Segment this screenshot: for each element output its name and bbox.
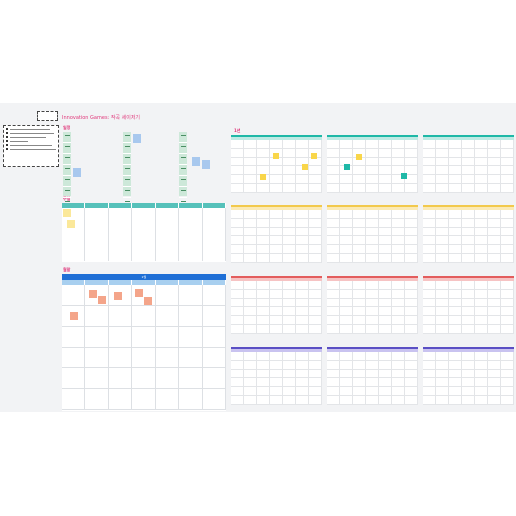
sticky-note[interactable] — [192, 157, 200, 166]
instruction-line — [6, 140, 58, 142]
month-calendar[interactable] — [423, 205, 514, 263]
month-calendar[interactable] — [327, 347, 418, 405]
instructions-card[interactable] — [3, 125, 59, 167]
sticky-note[interactable] — [311, 153, 317, 159]
instruction-line — [6, 132, 58, 134]
sticky-note[interactable] — [67, 220, 75, 228]
sticky-note[interactable] — [135, 289, 143, 297]
section-label-daily: 주일 — [63, 196, 71, 201]
month-calendar[interactable] — [423, 276, 514, 334]
sticky-note[interactable] — [89, 290, 97, 298]
month-calendar[interactable] — [231, 347, 322, 405]
instruction-line — [6, 136, 58, 138]
sticky-note[interactable] — [63, 209, 71, 217]
month-calendar[interactable] — [231, 276, 322, 334]
instruction-line — [6, 148, 58, 150]
weekly-column[interactable] — [63, 132, 71, 220]
instruction-line — [6, 128, 58, 130]
month-calendar[interactable] — [327, 205, 418, 263]
sticky-note[interactable] — [202, 160, 210, 169]
month-calendar[interactable] — [423, 135, 514, 193]
month-calendar[interactable] — [327, 135, 418, 193]
weekly-column[interactable] — [179, 132, 187, 220]
sticky-note[interactable] — [98, 296, 106, 304]
month-calendar[interactable] — [423, 347, 514, 405]
sticky-note[interactable] — [401, 173, 407, 179]
sticky-note[interactable] — [273, 153, 279, 159]
weekly-column[interactable] — [123, 132, 131, 220]
month-header: 2월 — [62, 274, 226, 280]
sticky-note[interactable] — [133, 134, 141, 143]
monthly-calendar[interactable]: 2월 — [62, 274, 226, 411]
daily-board[interactable] — [62, 203, 226, 262]
section-label-yearly: 1년 — [234, 128, 241, 133]
sticky-note[interactable] — [73, 168, 81, 177]
month-calendar[interactable] — [231, 205, 322, 263]
sticky-note[interactable] — [70, 312, 78, 320]
section-label-monthly: 월말 — [63, 267, 71, 272]
sticky-note[interactable] — [356, 154, 362, 160]
board-title: Innovation Games: 작곡 세이저기 — [62, 115, 141, 121]
month-calendar[interactable] — [327, 276, 418, 334]
section-label-weekly: 일정 — [63, 125, 71, 130]
sticky-note[interactable] — [260, 174, 266, 180]
sticky-note[interactable] — [114, 292, 122, 300]
month-calendar[interactable] — [231, 135, 322, 193]
small-note-card[interactable] — [37, 111, 58, 121]
sticky-note[interactable] — [144, 297, 152, 305]
sticky-note[interactable] — [302, 164, 308, 170]
sticky-note[interactable] — [344, 164, 350, 170]
instruction-line — [6, 144, 58, 146]
